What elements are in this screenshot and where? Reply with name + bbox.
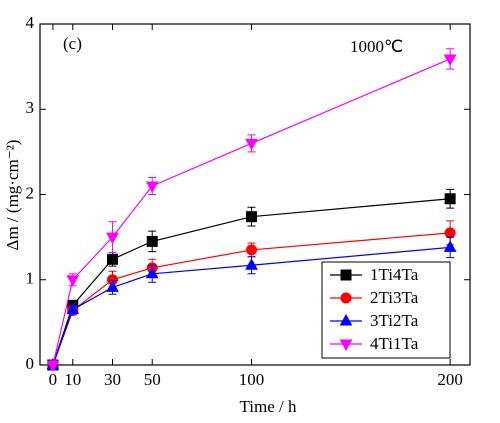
- marker: [106, 280, 119, 292]
- x-tick-label: 200: [437, 370, 463, 389]
- temperature-label: 1000℃: [350, 37, 403, 56]
- marker: [246, 211, 258, 223]
- y-tick-label: 1: [26, 269, 35, 288]
- marker: [146, 235, 158, 247]
- series-line: [52, 246, 451, 366]
- series-line: [52, 58, 451, 366]
- y-tick-label: 3: [26, 98, 35, 117]
- x-tick-label: 50: [144, 370, 161, 389]
- marker: [245, 258, 258, 270]
- marker: [145, 266, 159, 279]
- panel-label: (c): [63, 34, 82, 53]
- marker: [246, 244, 258, 256]
- marker: [145, 181, 159, 194]
- marker: [444, 193, 456, 205]
- legend-label: 3Ti2Ta: [370, 311, 419, 330]
- x-tick-label: 0: [49, 370, 58, 389]
- marker: [339, 339, 353, 352]
- y-tick-label: 0: [26, 354, 35, 373]
- marker: [339, 313, 353, 326]
- series-line: [52, 198, 451, 366]
- legend-label: 1Ti4Ta: [370, 265, 419, 284]
- marker: [106, 253, 118, 265]
- x-tick-label: 10: [64, 370, 81, 389]
- legend-label: 2Ti3Ta: [370, 288, 419, 307]
- marker: [340, 292, 352, 304]
- marker: [66, 302, 80, 315]
- marker: [443, 240, 457, 252]
- marker: [245, 138, 258, 151]
- marker: [66, 275, 80, 287]
- y-tick-label: 4: [26, 13, 35, 32]
- marker: [340, 269, 352, 281]
- marker: [46, 360, 60, 373]
- y-axis-label: Δm / (mg·cm⁻²): [3, 140, 22, 251]
- x-tick-label: 30: [104, 370, 121, 389]
- marker: [444, 227, 456, 239]
- marker: [443, 54, 457, 66]
- y-tick-label: 2: [26, 183, 35, 202]
- x-tick-label: 100: [239, 370, 265, 389]
- marker: [106, 232, 119, 245]
- x-axis-label: Time / h: [239, 397, 297, 416]
- legend-label: 4Ti1Ta: [370, 334, 419, 353]
